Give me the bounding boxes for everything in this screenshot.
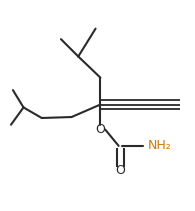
Text: NH₂: NH₂: [147, 139, 171, 152]
Text: O: O: [116, 164, 126, 177]
Text: O: O: [95, 123, 105, 136]
